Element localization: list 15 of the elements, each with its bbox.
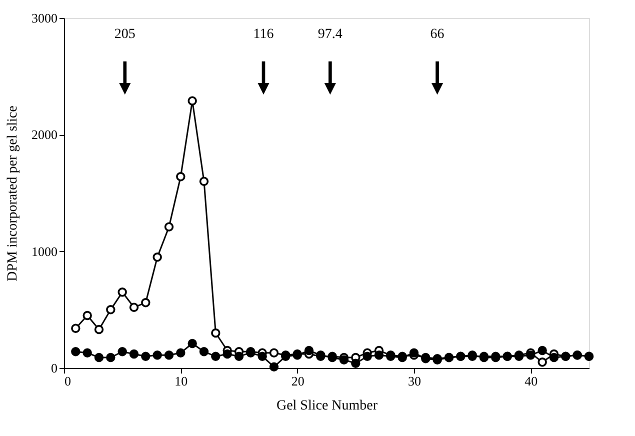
annotation: 97.4 xyxy=(318,27,342,42)
y-tick-label: 0 xyxy=(51,360,58,376)
y-axis-title: DPM incorporated per gel slice xyxy=(6,106,20,282)
x-axis-title: Gel Slice Number xyxy=(276,398,378,414)
y-tick-label: 2000 xyxy=(32,127,58,142)
annotation: 205 xyxy=(114,27,136,42)
x-tick-label: 20 xyxy=(291,374,304,388)
x-tick-label: 30 xyxy=(408,374,421,388)
annotation: 66 xyxy=(430,27,444,42)
x-tick-label: 0 xyxy=(64,374,71,388)
annotation: 116 xyxy=(253,27,274,42)
y-tick-label: 3000 xyxy=(32,10,58,26)
x-tick-label: 40 xyxy=(524,374,538,388)
x-tick-label: 10 xyxy=(174,374,188,388)
y-tick-label: 1000 xyxy=(32,244,58,259)
